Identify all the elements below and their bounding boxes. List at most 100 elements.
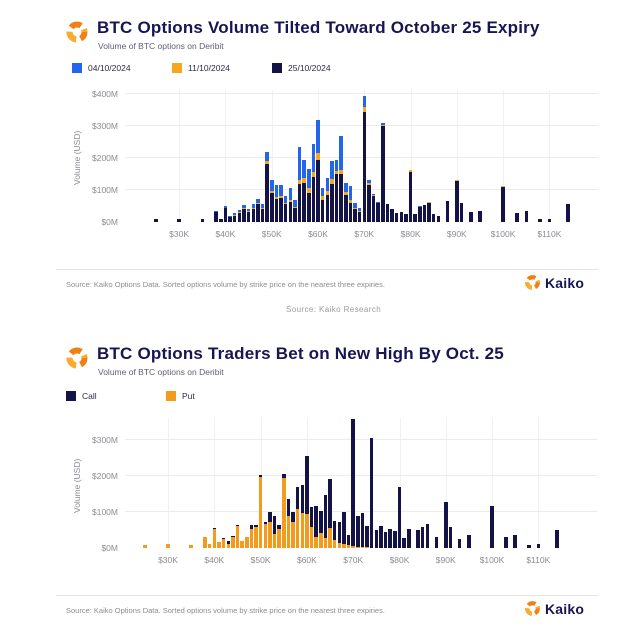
bar-segment-25-10-2024 — [455, 181, 459, 222]
between-caption: Source: Kaiko Research — [286, 305, 382, 314]
bar-segment-Call — [527, 545, 531, 548]
bar-segment-Call — [402, 537, 406, 548]
bar-segment-Put — [235, 525, 240, 548]
kaiko-logo-icon — [65, 20, 89, 44]
bar-segment-25-10-2024 — [223, 207, 228, 222]
bar-segment-11-10-2024 — [260, 208, 265, 210]
bar-segment-Call — [388, 529, 392, 548]
legend-label: 04/10/2024 — [88, 63, 131, 73]
bar-segment-04-10-2024 — [302, 159, 306, 179]
bar-segment-Put — [263, 523, 267, 548]
bar-segment-04-10-2024 — [279, 185, 283, 197]
bar-segment-04-10-2024 — [223, 206, 228, 208]
bar-segment-25-10-2024 — [348, 202, 353, 222]
x-tick-label: $90K — [446, 229, 467, 239]
bar-segment-25-10-2024 — [260, 209, 265, 222]
bar-segment-25-10-2024 — [311, 177, 316, 222]
bar-segment-11-10-2024 — [246, 211, 251, 213]
bar-segment-11-10-2024 — [371, 194, 376, 196]
bar-segment-04-10-2024 — [344, 182, 348, 192]
bar-segment-Put — [143, 545, 147, 548]
bar-segment-11-10-2024 — [316, 153, 320, 160]
bar-segment-25-10-2024 — [362, 111, 366, 222]
bar-segment-Put — [314, 536, 318, 548]
bar-segment-Put — [365, 547, 369, 548]
bar-segment-25-10-2024 — [427, 203, 431, 222]
bar-segment-Call — [319, 510, 323, 533]
x-tick-label: $60K — [308, 229, 328, 239]
bar-segment-04-10-2024 — [381, 122, 385, 125]
bar-segment-11-10-2024 — [293, 206, 297, 208]
bar-segment-Put — [166, 544, 170, 548]
bar-segment-Put — [212, 529, 217, 548]
bar-segment-25-10-2024 — [214, 212, 218, 222]
bar-segment-25-10-2024 — [371, 195, 376, 222]
legend-label: Put — [182, 391, 195, 401]
bar-segment-Call — [254, 524, 258, 528]
chart2-legend: Call Put — [66, 391, 266, 401]
bar-segment-Call — [291, 512, 295, 523]
bar-segment-04-10-2024 — [316, 119, 320, 154]
bar-segment-04-10-2024 — [376, 202, 380, 204]
bar-segment-25-10-2024 — [251, 208, 255, 222]
bar-segment-11-10-2024 — [339, 170, 343, 174]
vertical-gridline — [445, 418, 447, 548]
bar-segment-Call — [337, 521, 341, 543]
vertical-gridline — [492, 418, 493, 548]
bar-segment-25-10-2024 — [237, 213, 242, 222]
y-tick-label: $100M — [92, 185, 118, 195]
chart1-brand: Kaiko — [524, 274, 584, 291]
bar-segment-Call — [365, 525, 369, 548]
bar-segment-Call — [314, 505, 318, 537]
bar-segment-11-10-2024 — [274, 197, 279, 199]
y-tick-label: $0M — [101, 543, 118, 553]
bar-segment-25-10-2024 — [436, 215, 441, 222]
legend-swatch — [166, 391, 176, 401]
x-tick-label: $80K — [400, 229, 421, 239]
bar-segment-Call — [369, 438, 374, 548]
bar-segment-Call — [332, 521, 337, 541]
bar-segment-Call — [356, 516, 360, 547]
bar-segment-Call — [536, 544, 540, 548]
horizontal-gridline — [125, 156, 598, 158]
bar-segment-25-10-2024 — [219, 218, 223, 222]
bar-segment-Call — [383, 531, 388, 548]
x-tick-label: $100K — [490, 229, 516, 239]
bar-segment-25-10-2024 — [228, 217, 232, 222]
bar-segment-25-10-2024 — [385, 204, 390, 222]
x-tick-label: $40K — [204, 555, 225, 565]
bar-segment-11-10-2024 — [242, 208, 246, 210]
bar-segment-25-10-2024 — [422, 205, 427, 222]
bar-segment-11-10-2024 — [344, 191, 348, 195]
bar-segment-25-10-2024 — [399, 212, 404, 222]
bar-segment-25-10-2024 — [339, 173, 343, 222]
kaiko-logo-icon — [65, 346, 89, 370]
y-tick-label: $400M — [92, 88, 118, 99]
bar-segment-Put — [346, 545, 351, 548]
y-tick-label: $300M — [92, 120, 118, 131]
vertical-gridline — [225, 90, 227, 222]
bar-segment-11-10-2024 — [311, 172, 316, 178]
bar-segment-Call — [235, 524, 240, 526]
bar-segment-25-10-2024 — [524, 210, 528, 222]
kaiko-wordmark: Kaiko — [545, 600, 585, 617]
bar-segment-25-10-2024 — [256, 204, 260, 222]
bar-segment-25-10-2024 — [307, 193, 311, 222]
bar-segment-Put — [291, 522, 295, 548]
x-tick-label: $70K — [343, 555, 364, 565]
bar-segment-04-10-2024 — [246, 208, 251, 212]
x-tick-label: $30K — [158, 555, 178, 565]
bar-segment-Call — [374, 530, 379, 548]
bar-segment-Call — [397, 486, 402, 548]
chart2-footer-divider — [56, 595, 598, 596]
x-tick-label: $90K — [435, 555, 456, 565]
x-tick-label: $60K — [296, 555, 317, 565]
bar-segment-04-10-2024 — [214, 211, 218, 213]
bar-segment-11-10-2024 — [348, 200, 353, 203]
bar-segment-11-10-2024 — [427, 202, 431, 204]
bar-segment-04-10-2024 — [237, 209, 242, 213]
bar-segment-04-10-2024 — [232, 213, 237, 215]
horizontal-gridline — [125, 189, 598, 190]
bar-segment-Call — [231, 536, 235, 538]
